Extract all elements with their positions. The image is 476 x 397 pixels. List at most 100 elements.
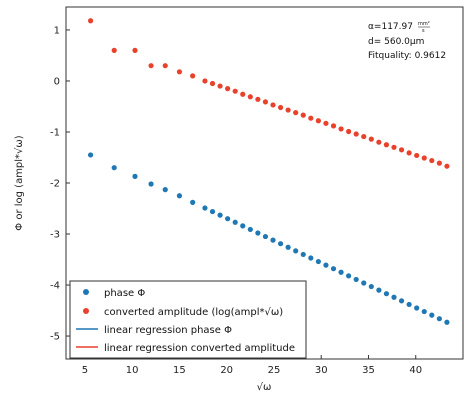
phase-point [368,283,374,290]
legend-marker-amplitude [83,308,89,314]
phase-point [436,316,442,322]
amplitude-point [162,63,168,69]
amplitude-point [87,18,94,24]
phase-point [285,244,291,250]
amplitude-point [132,47,138,53]
x-tick-label: 35 [362,365,375,376]
amplitude-point [232,88,238,94]
amplitude-point [414,152,420,159]
amplitude-point [247,94,253,100]
amplitude-point [398,147,405,153]
x-tick-label: 25 [268,365,281,376]
legend-label-amplitude-regression: linear regression converted amplitude [104,343,295,354]
phase-point [162,187,168,193]
amplitude-point [391,144,397,150]
phase-point [190,199,196,205]
x-axis-title: √ω [257,382,272,393]
y-tick-label: -1 [50,127,60,138]
y-axis-title: Φ or log (ampl*√ω) [14,135,25,231]
amplitude-point [330,123,337,129]
phase-point [323,262,329,268]
amplitude-point [293,110,299,116]
amplitude-point [436,160,442,166]
x-tick-label: 20 [220,365,233,376]
phase-point [132,173,138,179]
legend: phase Φ converted amplitude (log(ampl*√ω… [69,280,307,359]
x-tick-label: 30 [315,365,328,376]
phase-point [262,233,269,240]
phase-point [421,308,427,315]
phase-point [353,276,359,283]
phase-point [406,301,412,308]
amplitude-point [444,163,450,169]
legend-label-phase-regression: linear regression phase Φ [104,325,232,336]
legend-label-amplitude: converted amplitude (log(ampl*√ω) [104,307,283,318]
amplitude-point [300,112,306,118]
phase-point [361,280,367,286]
annotation-fitquality: Fitquality: 0.9612 [368,51,446,61]
phase-point [444,319,450,325]
annotation-alpha-unit-num: mm² [418,21,430,27]
phase-point [111,165,117,171]
amplitude-point [202,78,208,84]
annotation-thickness: d= 560.0μm [368,37,424,47]
phase-point [270,237,276,243]
phase-point [255,230,261,236]
phase-point [391,294,397,300]
phase-point [383,291,390,297]
legend-label-phase: phase Φ [104,288,145,299]
y-tick-label: 0 [54,76,60,87]
phase-point [330,266,337,272]
annotation-alpha: α=117.97 [368,22,413,32]
amplitude-point [270,102,276,108]
phase-point [209,208,216,215]
phase-point [315,258,321,265]
amplitude-point [361,133,367,140]
fit-annotation: α=117.97 mm² s d= 560.0μm Fitquality: 0.… [368,21,446,61]
y-tick-label: -2 [50,179,60,190]
annotation-alpha-unit-den: s [422,28,425,34]
phase-point [232,219,238,225]
x-tick-label: 5 [82,365,88,376]
amplitude-point [217,83,223,89]
phase-point [148,181,154,187]
phase-point [346,273,352,279]
amplitude-point [240,91,246,97]
amplitude-point [148,63,154,69]
y-tick-label: 1 [54,25,60,36]
phase-point [87,152,94,158]
amplitude-point [421,155,427,161]
phase-point [338,269,344,275]
amplitude-point [255,96,261,102]
amplitude-point [277,104,284,111]
amplitude-point [262,99,269,105]
amplitude-point [315,118,321,124]
amplitude-point [225,86,231,92]
phase-point [293,248,299,254]
phase-point [300,251,306,258]
amplitude-point [368,136,374,142]
y-tick-label: -3 [50,230,60,241]
amplitude-point [338,126,344,132]
data-points [87,18,450,325]
phase-point [240,223,246,229]
x-tick-label: 10 [126,365,139,376]
phase-point [376,287,382,293]
phase-point [429,312,435,318]
amplitude-point [176,69,183,75]
phase-point [414,305,420,311]
phase-point [225,216,231,222]
phase-point [202,205,208,211]
legend-box [69,280,307,359]
amplitude-point [383,142,390,148]
phase-point [308,255,314,261]
amplitude-point [285,107,291,113]
legend-marker-phase [83,289,89,295]
y-tick-label: -4 [50,281,60,292]
phase-point [398,298,405,304]
phase-point [176,193,183,199]
x-tick-label: 15 [173,365,186,376]
amplitude-point [346,128,352,135]
phase-point [247,226,253,233]
